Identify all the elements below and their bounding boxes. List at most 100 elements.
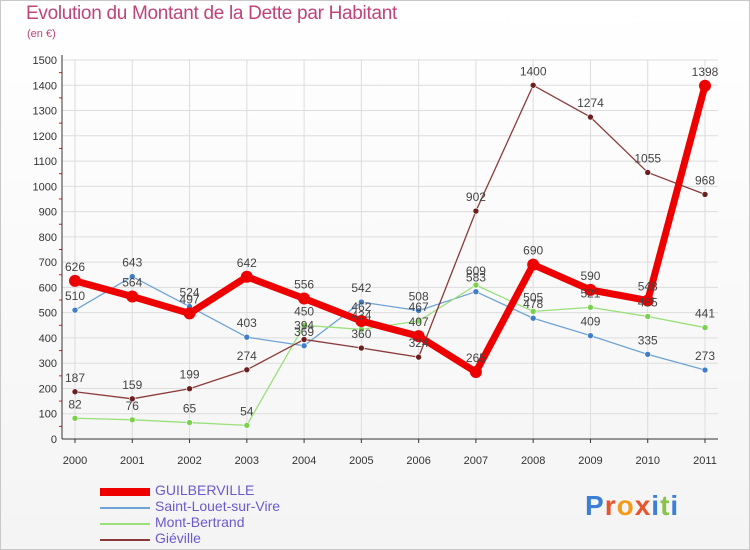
- data-label: 690: [523, 244, 543, 258]
- data-label: 1398: [692, 65, 719, 79]
- data-point: [644, 351, 652, 358]
- data-point: [300, 342, 308, 350]
- y-tick-label: 900: [39, 207, 57, 219]
- data-point: [298, 292, 311, 305]
- data-label: 159: [122, 378, 142, 392]
- data-label: 65: [183, 402, 197, 416]
- data-point: [300, 336, 308, 343]
- legend-label: Mont-Bertrand: [155, 514, 245, 530]
- logo-letter: P: [585, 490, 605, 521]
- data-label: 643: [122, 256, 142, 270]
- data-point: [186, 385, 193, 393]
- y-tick-label: 0: [51, 434, 57, 446]
- data-point: [472, 288, 480, 295]
- data-label: 273: [695, 349, 715, 363]
- data-label: 407: [409, 315, 429, 329]
- y-tick-label: 400: [39, 333, 57, 345]
- data-point: [469, 366, 482, 379]
- data-point: [529, 308, 537, 315]
- data-label: 564: [122, 275, 142, 289]
- y-tick-label: 1000: [33, 181, 57, 193]
- data-label: 441: [695, 307, 715, 321]
- data-point: [701, 191, 709, 198]
- data-label: 485: [638, 295, 658, 309]
- series-layer: [69, 79, 711, 429]
- x-tick-label: 2003: [235, 455, 259, 467]
- data-point: [240, 270, 253, 283]
- data-point: [128, 273, 136, 280]
- data-label: 76: [126, 399, 140, 413]
- data-label: 548: [638, 280, 658, 294]
- data-label: 626: [65, 260, 85, 274]
- y-tick-label: 1400: [33, 80, 57, 92]
- data-point: [472, 281, 480, 289]
- y-tick-label: 1500: [33, 55, 57, 67]
- x-tick-label: 2011: [693, 455, 717, 467]
- data-point: [69, 274, 81, 287]
- data-point: [415, 353, 422, 361]
- legend-swatch: [100, 539, 150, 541]
- data-label: 462: [351, 300, 371, 314]
- data-point: [644, 313, 652, 320]
- data-point: [183, 307, 196, 320]
- x-tick-label: 2001: [120, 455, 144, 467]
- data-label: 505: [523, 290, 543, 304]
- x-tick-label: 2002: [177, 455, 201, 467]
- data-label: 1274: [577, 96, 604, 110]
- x-tick-label: 2005: [349, 455, 373, 467]
- data-point: [529, 314, 537, 322]
- data-label: 450: [294, 304, 314, 318]
- x-tick-label: 2009: [578, 455, 602, 467]
- data-point: [243, 366, 251, 374]
- legend-label: Giéville: [155, 530, 201, 546]
- logo-letter: t: [660, 490, 671, 521]
- data-point: [699, 79, 711, 92]
- data-point: [300, 321, 308, 329]
- data-labels: 626 564 497 642 556 462 407 265 690 590 548 1398 510…: [65, 64, 719, 418]
- data-label: 369: [294, 325, 314, 339]
- data-label: 1055: [634, 151, 661, 165]
- data-point: [71, 306, 79, 314]
- x-tick-label: 2000: [63, 455, 87, 467]
- data-point: [358, 344, 365, 352]
- data-label: 54: [240, 404, 254, 418]
- series-line-gi-ville: [74, 84, 706, 400]
- x-tick-label: 2010: [635, 455, 659, 467]
- data-point: [412, 330, 425, 343]
- data-label: 510: [65, 289, 85, 303]
- x-tick-label: 2008: [521, 455, 545, 467]
- data-point: [126, 290, 139, 303]
- data-label: 394: [294, 318, 314, 332]
- data-label: 199: [180, 368, 200, 382]
- data-point: [358, 298, 365, 306]
- data-label: 1400: [520, 64, 547, 78]
- x-tick-label: 2007: [464, 455, 488, 467]
- y-tick-label: 700: [39, 257, 57, 269]
- legend-swatch: [100, 488, 150, 496]
- data-label: 642: [237, 256, 257, 270]
- series-line-saint-louet-sur-vire: [74, 275, 706, 371]
- data-label: 542: [351, 281, 371, 295]
- data-label: 609: [466, 264, 486, 278]
- data-label: 508: [409, 290, 429, 304]
- logo-letter: x: [634, 490, 652, 521]
- data-point: [128, 416, 136, 424]
- data-label: 478: [523, 297, 543, 311]
- legend-swatch: [100, 507, 150, 509]
- y-tick-label: 1300: [33, 106, 57, 118]
- data-point: [527, 258, 540, 271]
- data-label: 187: [65, 371, 85, 385]
- data-point: [584, 283, 597, 296]
- chart-title: Evolution du Montant de la Dette par Hab…: [26, 3, 397, 24]
- data-label: 467: [409, 300, 429, 314]
- y-tick-label: 200: [39, 383, 57, 395]
- y-tick-label: 1100: [33, 156, 57, 168]
- data-point: [71, 414, 79, 422]
- data-point: [701, 366, 709, 374]
- y-tick-label: 600: [39, 282, 57, 294]
- data-point: [243, 422, 251, 429]
- grid-lines: [62, 59, 718, 440]
- data-point: [529, 81, 537, 89]
